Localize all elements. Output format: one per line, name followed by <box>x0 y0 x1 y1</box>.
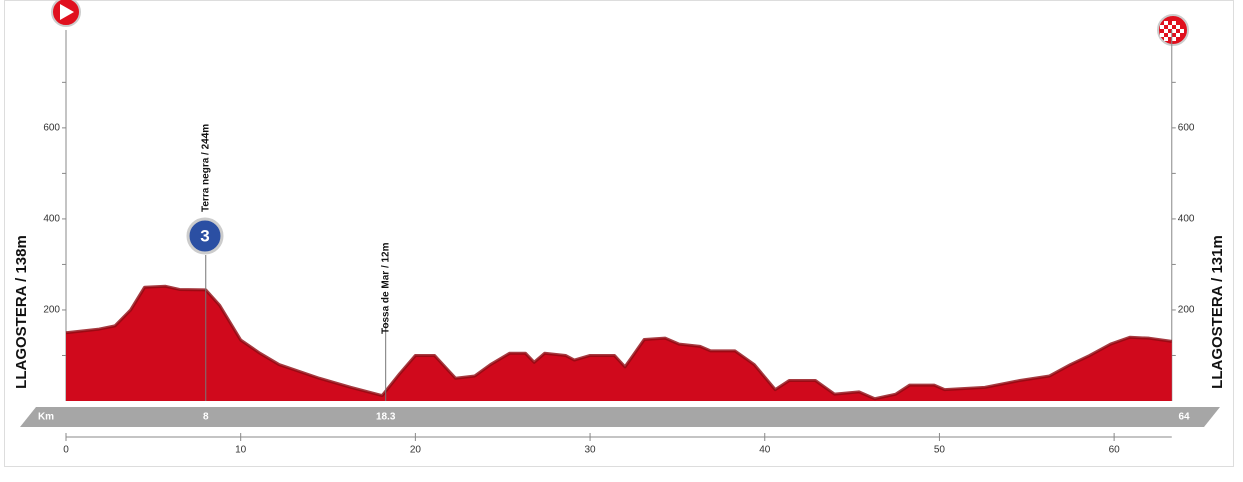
start-icon <box>51 0 81 27</box>
y-tick-label: 200 <box>43 305 60 316</box>
x-tick-label: 0 <box>63 445 69 456</box>
finish-label: LLAGOSTERA / 131m <box>1209 235 1226 389</box>
profile-area <box>66 286 1172 401</box>
x-tick-label: 10 <box>235 445 247 456</box>
annotation-text: Terra negra / 244m <box>200 124 211 212</box>
x-tick-label: 30 <box>585 445 597 456</box>
km-marker: 18.3 <box>376 412 396 423</box>
x-tick-label: 20 <box>410 445 422 456</box>
x-tick-label: 40 <box>759 445 771 456</box>
km-bar <box>20 407 1220 427</box>
km-label: Km <box>38 412 54 423</box>
svg-text:3: 3 <box>200 226 209 245</box>
y-tick-label: 400 <box>43 214 60 225</box>
annotation-text: Tossa de Mar / 12m <box>380 242 391 334</box>
x-tick-label: 60 <box>1109 445 1121 456</box>
start-label: LLAGOSTERA / 138m <box>13 235 30 389</box>
km-marker: 64 <box>1178 412 1190 423</box>
km-marker: 8 <box>203 412 209 423</box>
profile-ridge <box>65 284 1172 401</box>
y-tick-label: 600 <box>43 123 60 134</box>
y-tick-label: 200 <box>1178 305 1195 316</box>
climb-icon: 3 <box>186 217 224 255</box>
y-tick-label: 400 <box>1178 214 1195 225</box>
x-tick-label: 50 <box>934 445 946 456</box>
finish-icon <box>1157 14 1189 46</box>
y-tick-label: 600 <box>1178 123 1195 134</box>
